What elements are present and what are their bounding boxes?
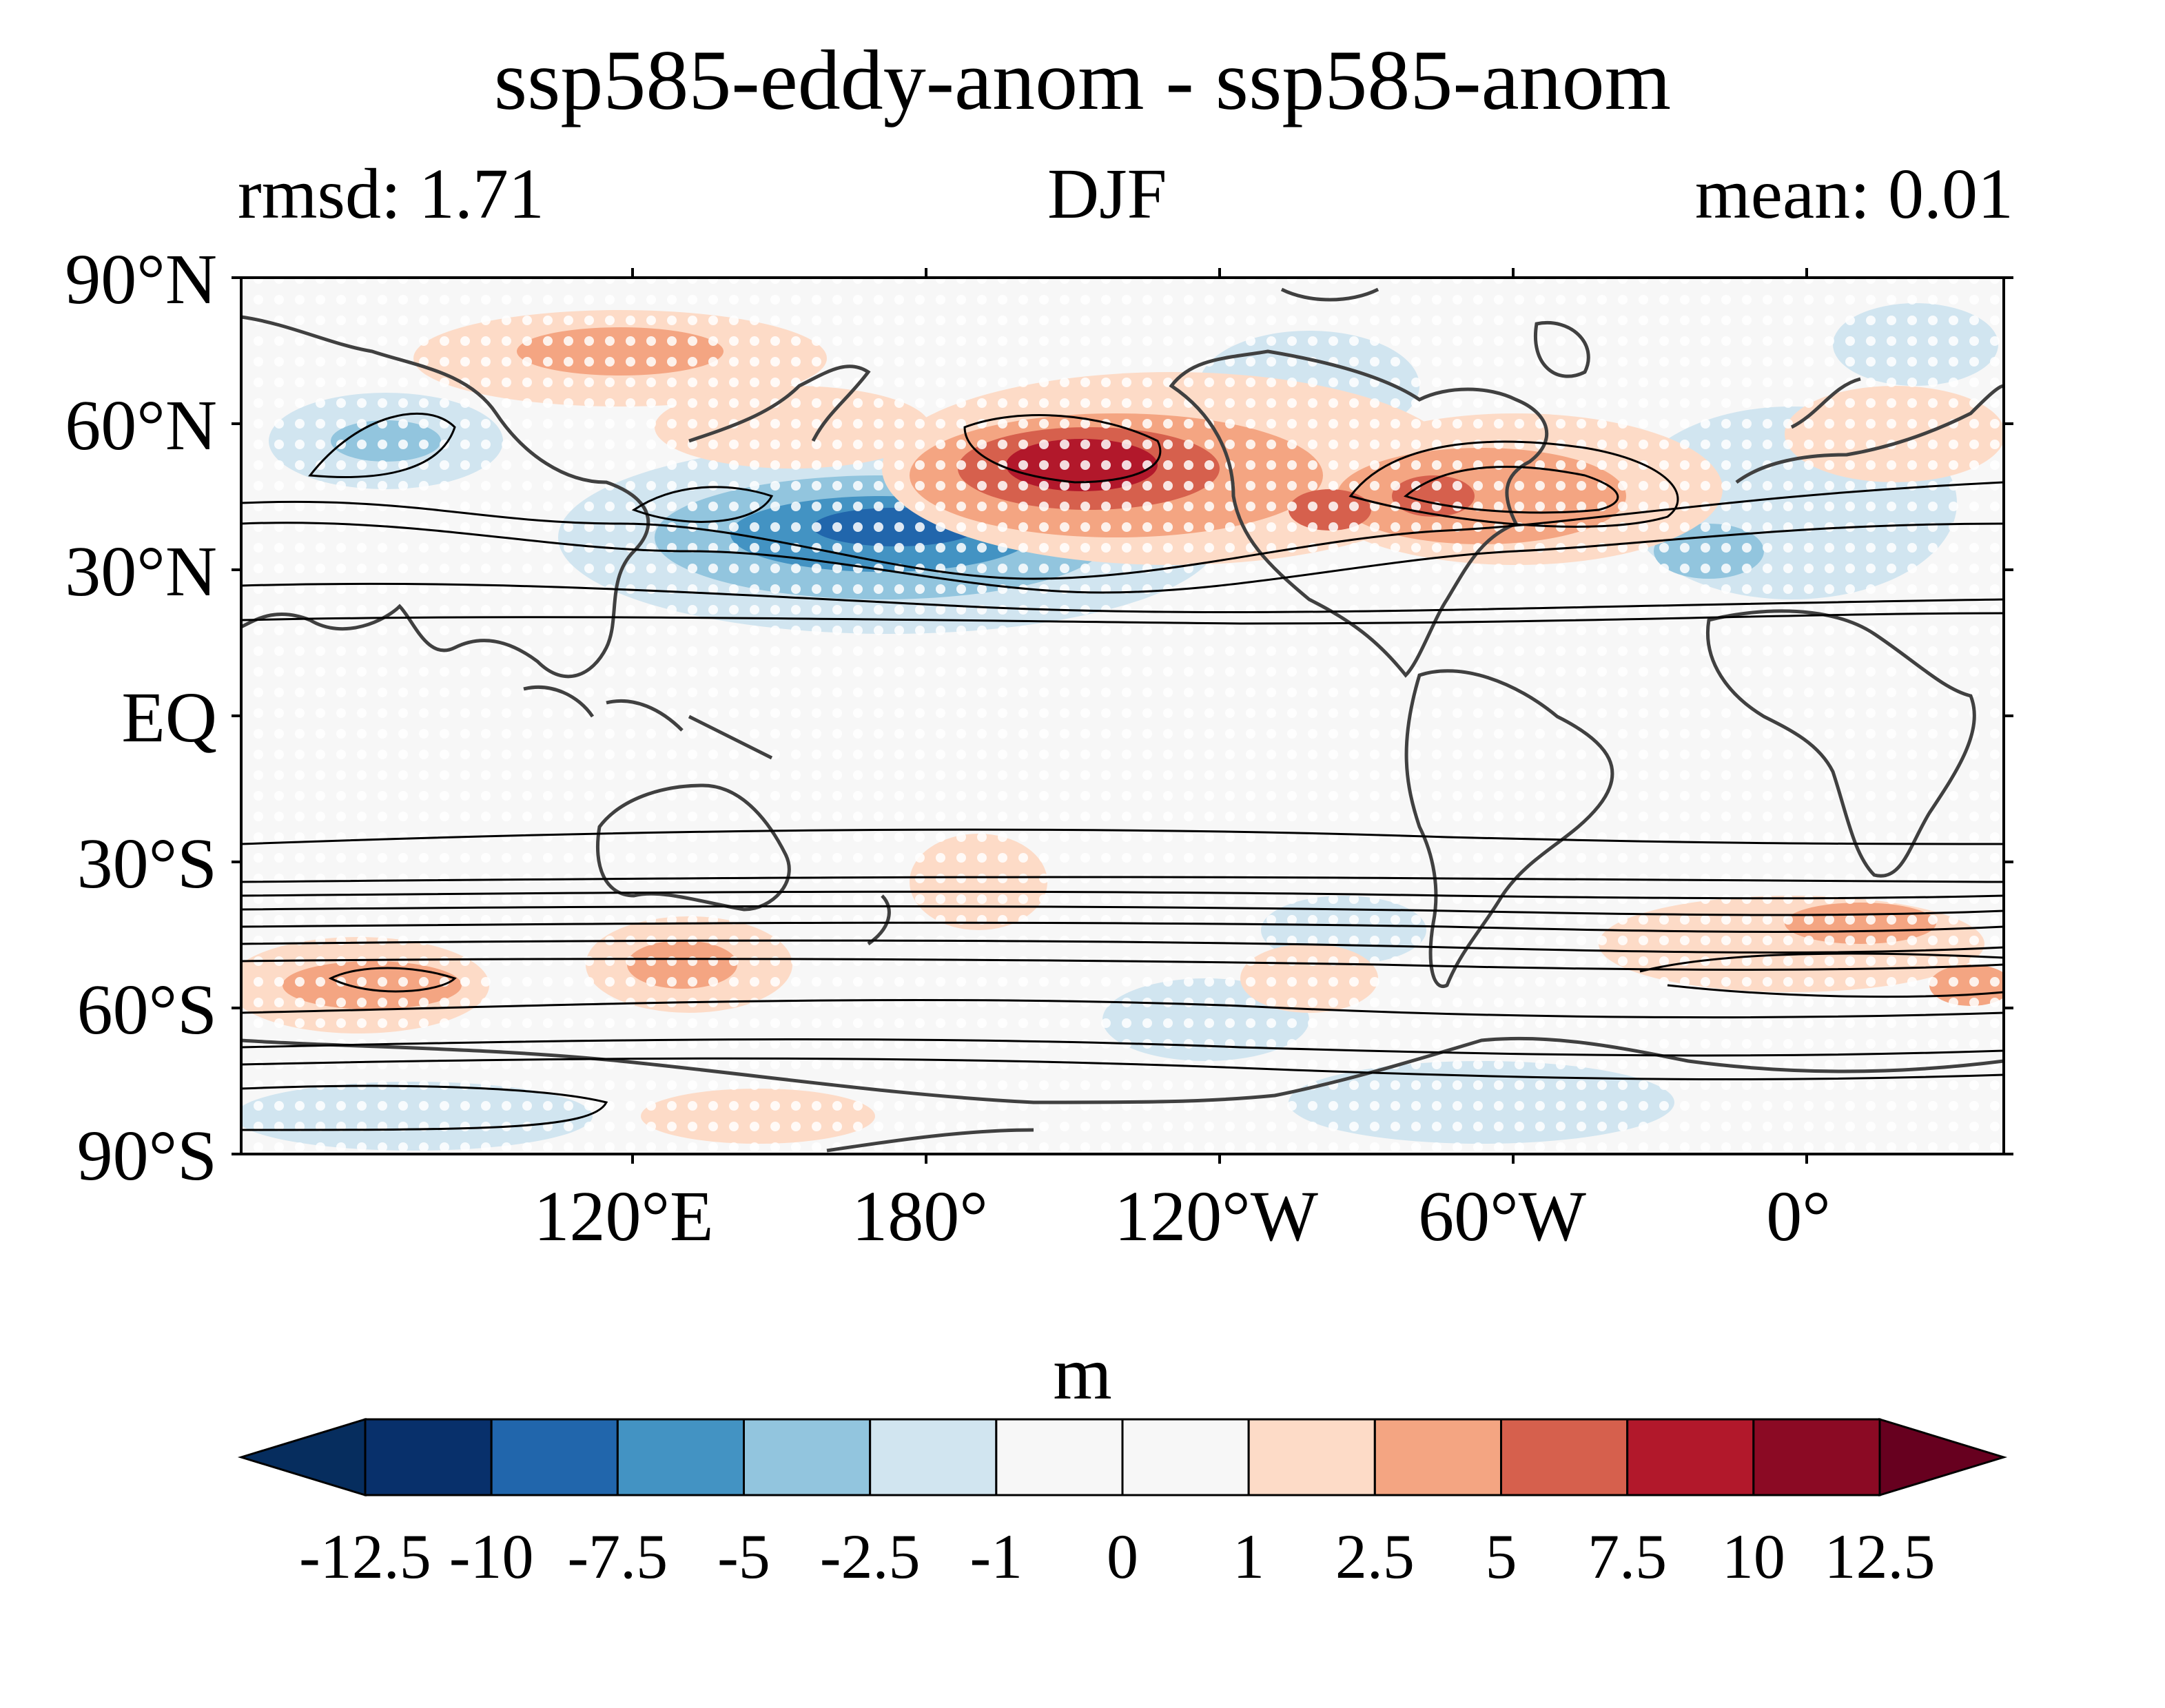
lat-label-30s: 30°S — [77, 824, 217, 903]
colorbar-box — [616, 1418, 745, 1496]
colorbar-max-extend — [1878, 1417, 2008, 1497]
colorbar-tick-label: 0 — [1107, 1521, 1138, 1592]
colorbar-box — [1500, 1418, 1629, 1496]
colorbar-box — [1247, 1418, 1376, 1496]
colorbar-labels: -12.5 -10 -7.5 -5 -2.5 -1 0 1 2.5 5 7.5 10 12.5 — [299, 1521, 1935, 1592]
colorbar — [237, 1417, 2008, 1497]
lon-label-180: 180° — [852, 1177, 988, 1256]
colorbar-box — [869, 1418, 998, 1496]
lat-label-60n: 60°N — [65, 386, 217, 465]
colorbar-box — [1626, 1418, 1755, 1496]
rmsd-label: rmsd: 1.71 — [238, 154, 544, 234]
colorbar-box — [490, 1418, 619, 1496]
colorbar-tick-label: 5 — [1486, 1521, 1517, 1592]
lat-label-60s: 60°S — [77, 970, 217, 1049]
colorbar-tick-label: 7.5 — [1588, 1521, 1667, 1592]
lat-label-eq: EQ — [121, 678, 217, 757]
colorbar-min-extend — [237, 1417, 367, 1497]
lon-ticks — [631, 268, 1808, 1164]
colorbar-tick-label: -5 — [717, 1521, 770, 1592]
colorbar-box — [1752, 1418, 1881, 1496]
lon-labels: 120°E 180° 120°W 60°W 0° — [533, 1177, 1830, 1256]
map-panel — [241, 278, 2004, 1154]
lat-labels: 90°N 60°N 30°N EQ 30°S 60°S 90°S — [65, 240, 217, 1195]
lat-label-90n: 90°N — [65, 240, 217, 319]
colorbar-tick-label: -10 — [449, 1521, 534, 1592]
lon-label-60w: 60°W — [1418, 1177, 1586, 1256]
season-label: DJF — [1047, 154, 1167, 234]
lat-label-30n: 30°N — [65, 532, 217, 611]
colorbar-tick-label: -12.5 — [299, 1521, 431, 1592]
lat-label-90s: 90°S — [77, 1116, 217, 1195]
colorbar-unit: m — [1053, 1331, 1112, 1415]
colorbar-tick-label: -1 — [970, 1521, 1023, 1592]
colorbar-tick-label: 10 — [1722, 1521, 1785, 1592]
lon-label-0: 0° — [1766, 1177, 1831, 1256]
lon-label-120w: 120°W — [1114, 1177, 1318, 1256]
colorbar-box — [364, 1418, 493, 1496]
lat-ticks — [232, 276, 2013, 1155]
lon-label-120e: 120°E — [533, 1177, 713, 1256]
colorbar-box — [1373, 1418, 1503, 1496]
climatology-contours — [241, 413, 2004, 1131]
colorbar-tick-label: 12.5 — [1825, 1521, 1936, 1592]
colorbar-tick-label: 1 — [1233, 1521, 1264, 1592]
colorbar-box — [1121, 1418, 1250, 1496]
mean-label: mean: 0.01 — [1694, 154, 2013, 234]
significance-stippling — [241, 278, 2004, 1154]
colorbar-box — [995, 1418, 1124, 1496]
colorbar-box — [743, 1418, 872, 1496]
colorbar-tick-label: 2.5 — [1335, 1521, 1415, 1592]
colorbar-tick-label: -7.5 — [568, 1521, 668, 1592]
colorbar-tick-label: -2.5 — [820, 1521, 921, 1592]
map-title: ssp585-eddy-anom - ssp585-anom — [493, 33, 1672, 127]
